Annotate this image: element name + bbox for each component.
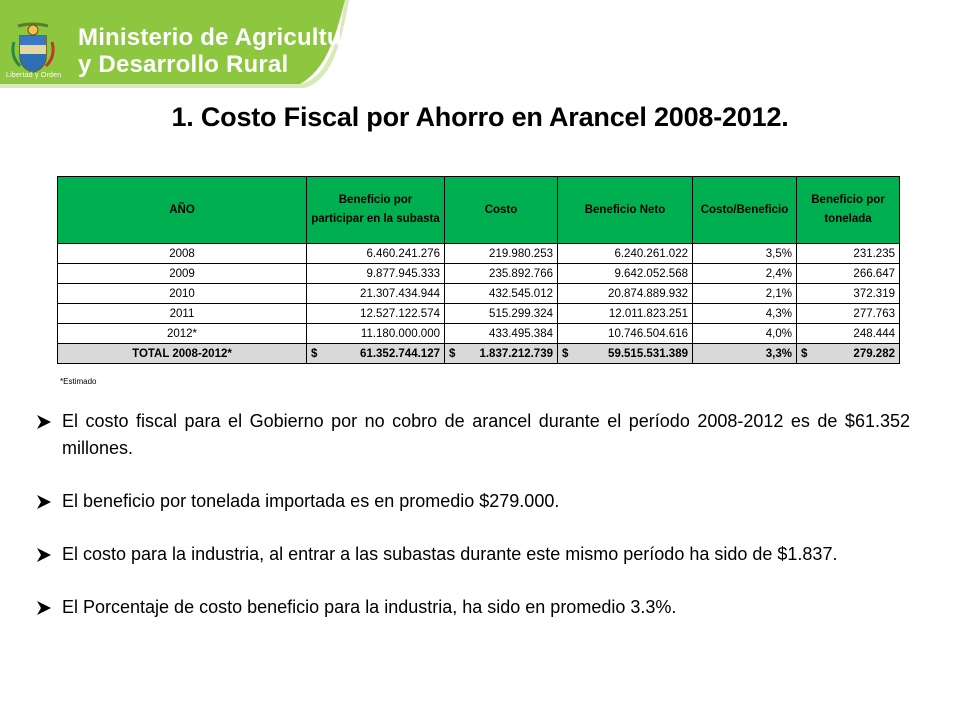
per-ton-cell: 277.763 <box>796 303 900 324</box>
table-row: 2008 6.460.241.276 219.980.253 6.240.261… <box>57 243 900 264</box>
year-cell: 2010 <box>57 283 307 304</box>
total-row: TOTAL 2008-2012* $61.352.744.127 $1.837.… <box>57 343 900 364</box>
ministry-line-1: Ministerio de Agricultura <box>78 24 365 51</box>
benefit-cell: 21.307.434.944 <box>306 283 445 304</box>
year-cell: 2008 <box>57 243 307 264</box>
table-row: 2009 9.877.945.333 235.892.766 9.642.052… <box>57 263 900 284</box>
bullet-text: El beneficio por tonelada importada es e… <box>62 491 560 511</box>
list-item: El costo para la industria, al entrar a … <box>36 541 910 568</box>
table-footnote: *Estimado <box>60 377 97 386</box>
header-banner: Libertad y Orden Ministerio de Agricultu… <box>0 0 960 92</box>
per-ton-cell: 266.647 <box>796 263 900 284</box>
table-row: 2010 21.307.434.944 432.545.012 20.874.8… <box>57 283 900 304</box>
arrow-bullet-icon <box>37 548 51 562</box>
column-header: Beneficio por tonelada <box>796 176 900 244</box>
net-benefit-cell: 9.642.052.568 <box>557 263 693 284</box>
benefit-cell: 9.877.945.333 <box>306 263 445 284</box>
total-net-value: 59.515.531.389 <box>608 347 688 360</box>
coat-of-arms-icon <box>10 22 56 78</box>
cost-cell: 433.495.384 <box>444 323 558 344</box>
cost-cell: 235.892.766 <box>444 263 558 284</box>
currency-symbol: $ <box>801 347 808 360</box>
cost-cell: 219.980.253 <box>444 243 558 264</box>
ratio-cell: 4,0% <box>692 323 797 344</box>
ratio-cell: 4,3% <box>692 303 797 324</box>
motto-text: Libertad y Orden <box>6 72 62 79</box>
year-cell: 2009 <box>57 263 307 284</box>
total-cost-value: 1.837.212.739 <box>479 347 553 360</box>
page-title: 1. Costo Fiscal por Ahorro en Arancel 20… <box>171 102 789 132</box>
per-ton-cell: 372.319 <box>796 283 900 304</box>
net-benefit-cell: 10.746.504.616 <box>557 323 693 344</box>
bullet-text: El costo fiscal para el Gobierno por no … <box>62 411 910 458</box>
total-per-ton-value: 279.282 <box>853 347 895 360</box>
bullet-text: El costo para la industria, al entrar a … <box>62 544 838 564</box>
net-benefit-cell: 20.874.889.932 <box>557 283 693 304</box>
total-per-ton-cell: $279.282 <box>796 343 900 364</box>
currency-symbol: $ <box>562 347 569 360</box>
total-ratio-cell: 3,3% <box>692 343 797 364</box>
list-item: El beneficio por tonelada importada es e… <box>36 488 910 515</box>
arrow-bullet-icon <box>37 601 51 615</box>
column-header: Costo/Beneficio <box>692 176 797 244</box>
summary-bullets: El costo fiscal para el Gobierno por no … <box>36 408 910 647</box>
arrow-bullet-icon <box>37 415 51 429</box>
list-item: El costo fiscal para el Gobierno por no … <box>36 408 910 462</box>
cost-cell: 432.545.012 <box>444 283 558 304</box>
table-row: 2012* 11.180.000.000 433.495.384 10.746.… <box>57 323 900 344</box>
banner-shape <box>0 0 349 88</box>
ministry-line-2: y Desarrollo Rural <box>78 51 289 78</box>
currency-symbol: $ <box>311 347 318 360</box>
ratio-cell: 3,5% <box>692 243 797 264</box>
ratio-cell: 2,1% <box>692 283 797 304</box>
fiscal-cost-table: AÑO Beneficio por participar en la subas… <box>57 176 900 364</box>
net-benefit-cell: 12.011.823.251 <box>557 303 693 324</box>
currency-symbol: $ <box>449 347 456 360</box>
ratio-cell: 2,4% <box>692 263 797 284</box>
year-cell: 2011 <box>57 303 307 324</box>
per-ton-cell: 248.444 <box>796 323 900 344</box>
list-item: El Porcentaje de costo beneficio para la… <box>36 594 910 621</box>
arrow-bullet-icon <box>37 495 51 509</box>
table-header-row: AÑO Beneficio por participar en la subas… <box>57 176 900 244</box>
benefit-cell: 6.460.241.276 <box>306 243 445 264</box>
total-net-cell: $59.515.531.389 <box>557 343 693 364</box>
column-header: AÑO <box>57 176 307 244</box>
bullet-text: El Porcentaje de costo beneficio para la… <box>62 597 677 617</box>
total-label: TOTAL 2008-2012* <box>57 343 307 364</box>
column-header: Costo <box>444 176 558 244</box>
column-header: Beneficio por participar en la subasta <box>306 176 445 244</box>
total-benefit-cell: $61.352.744.127 <box>306 343 445 364</box>
cost-cell: 515.299.324 <box>444 303 558 324</box>
column-header: Beneficio Neto <box>557 176 693 244</box>
total-benefit-value: 61.352.744.127 <box>360 347 440 360</box>
net-benefit-cell: 6.240.261.022 <box>557 243 693 264</box>
per-ton-cell: 231.235 <box>796 243 900 264</box>
benefit-cell: 12.527.122.574 <box>306 303 445 324</box>
benefit-cell: 11.180.000.000 <box>306 323 445 344</box>
total-cost-cell: $1.837.212.739 <box>444 343 558 364</box>
ministry-name: Ministerio de Agricultura y Desarrollo R… <box>78 24 365 78</box>
table-row: 2011 12.527.122.574 515.299.324 12.011.8… <box>57 303 900 324</box>
year-cell: 2012* <box>57 323 307 344</box>
